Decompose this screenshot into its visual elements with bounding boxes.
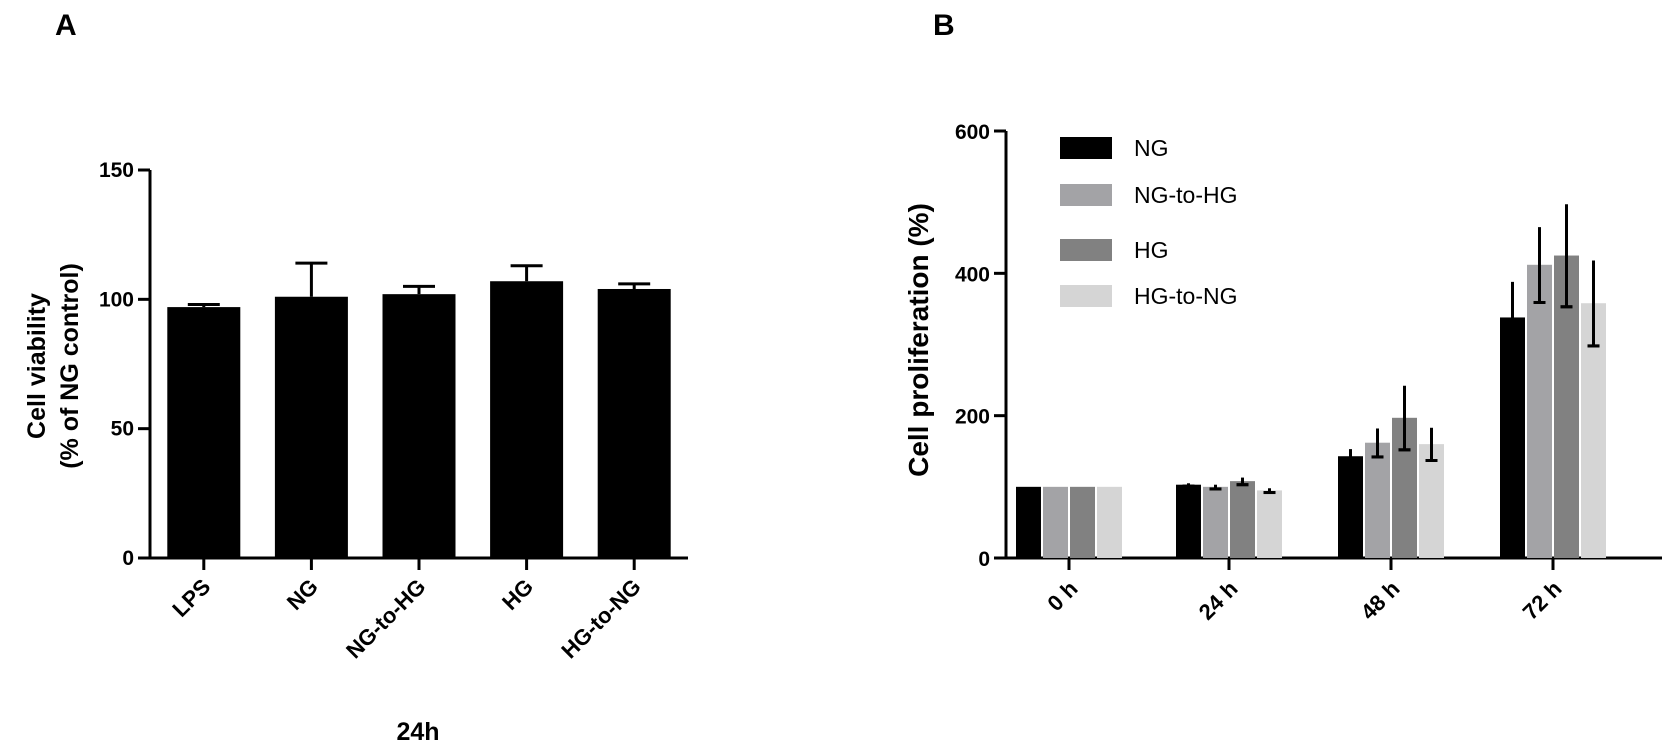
panel-b-x-tick-label: 48 h	[1356, 576, 1405, 625]
panel-b-bar	[1527, 264, 1552, 558]
panel-a-x-tick-label: HG-to-NG	[556, 574, 645, 663]
panel-b-bar	[1203, 486, 1228, 558]
panel-b-legend-label: HG-to-NG	[1134, 283, 1238, 309]
panel-b-x-tick-label: 0 h	[1042, 576, 1082, 616]
panel-b-x-tick-label: 72 h	[1518, 576, 1567, 625]
panel-b-y-tick-label: 400	[955, 263, 990, 286]
panel-a-bar	[597, 288, 671, 558]
panel-a-x-tick-label: NG	[282, 574, 323, 615]
panel-b-bar	[1500, 317, 1525, 558]
panel-b-legend-label: NG	[1134, 135, 1169, 161]
panel-b-y-tick-label: 200	[955, 406, 990, 429]
panel-b-letter: B	[933, 9, 955, 42]
panel-b-bar	[1230, 481, 1255, 558]
panel-a-y-tick-label: 150	[99, 159, 134, 182]
panel-b-bar	[1338, 456, 1363, 558]
panel-a-ylabel-line2: (% of NG control)	[56, 263, 84, 469]
panel-a-x-tick-label: HG	[497, 574, 538, 615]
panel-a-xlabel: 24h	[396, 718, 439, 746]
panel-b-y-tick-label: 600	[955, 121, 990, 144]
panel-b-legend-swatch	[1060, 184, 1112, 206]
panel-a-bar	[490, 281, 564, 558]
panel-b-y-tick-label: 0	[978, 548, 990, 571]
panel-b-bar	[1097, 486, 1122, 558]
panel-b-legend-label: HG	[1134, 237, 1169, 263]
panel-b-chart: 0 200 400 600 0 h 24 h 48 h 72 h NG NG-to-HG HG HG-…	[955, 121, 1662, 625]
panel-b-legend-swatch	[1060, 137, 1112, 159]
panel-b-bar	[1257, 490, 1282, 558]
panel-b-bar	[1016, 486, 1041, 558]
panel-a-letter: A	[55, 9, 77, 42]
panel-a-y-tick-label: 50	[111, 418, 134, 441]
panel-a-x-tick-label: LPS	[167, 574, 215, 622]
panel-b-ylabel: Cell proliferation (%)	[903, 203, 934, 477]
panel-b-x-tick-label: 24 h	[1194, 576, 1243, 625]
panel-a-chart: 0 50 100 150 LPS NG NG-to-HG HG HG-to-NG	[99, 159, 688, 663]
panel-a-ylabel-line1: Cell viability	[23, 293, 51, 439]
panel-b-legend-label: NG-to-HG	[1134, 182, 1238, 208]
panel-b-bar	[1365, 442, 1390, 558]
panel-b-bar	[1070, 486, 1095, 558]
panel-a-bar	[274, 296, 348, 558]
panel-b-legend-swatch	[1060, 285, 1112, 307]
panel-a-x-tick-label: NG-to-HG	[341, 574, 430, 663]
panel-b-legend-swatch	[1060, 239, 1112, 261]
panel-b-bar	[1419, 444, 1444, 558]
panel-a-y-tick-label: 0	[122, 547, 134, 570]
panel-a-bar	[167, 307, 241, 558]
panel-b-bar	[1176, 484, 1201, 558]
panel-a-bar	[382, 294, 456, 558]
panel-a-y-tick-label: 100	[99, 288, 134, 311]
panel-b-bar	[1043, 486, 1068, 558]
